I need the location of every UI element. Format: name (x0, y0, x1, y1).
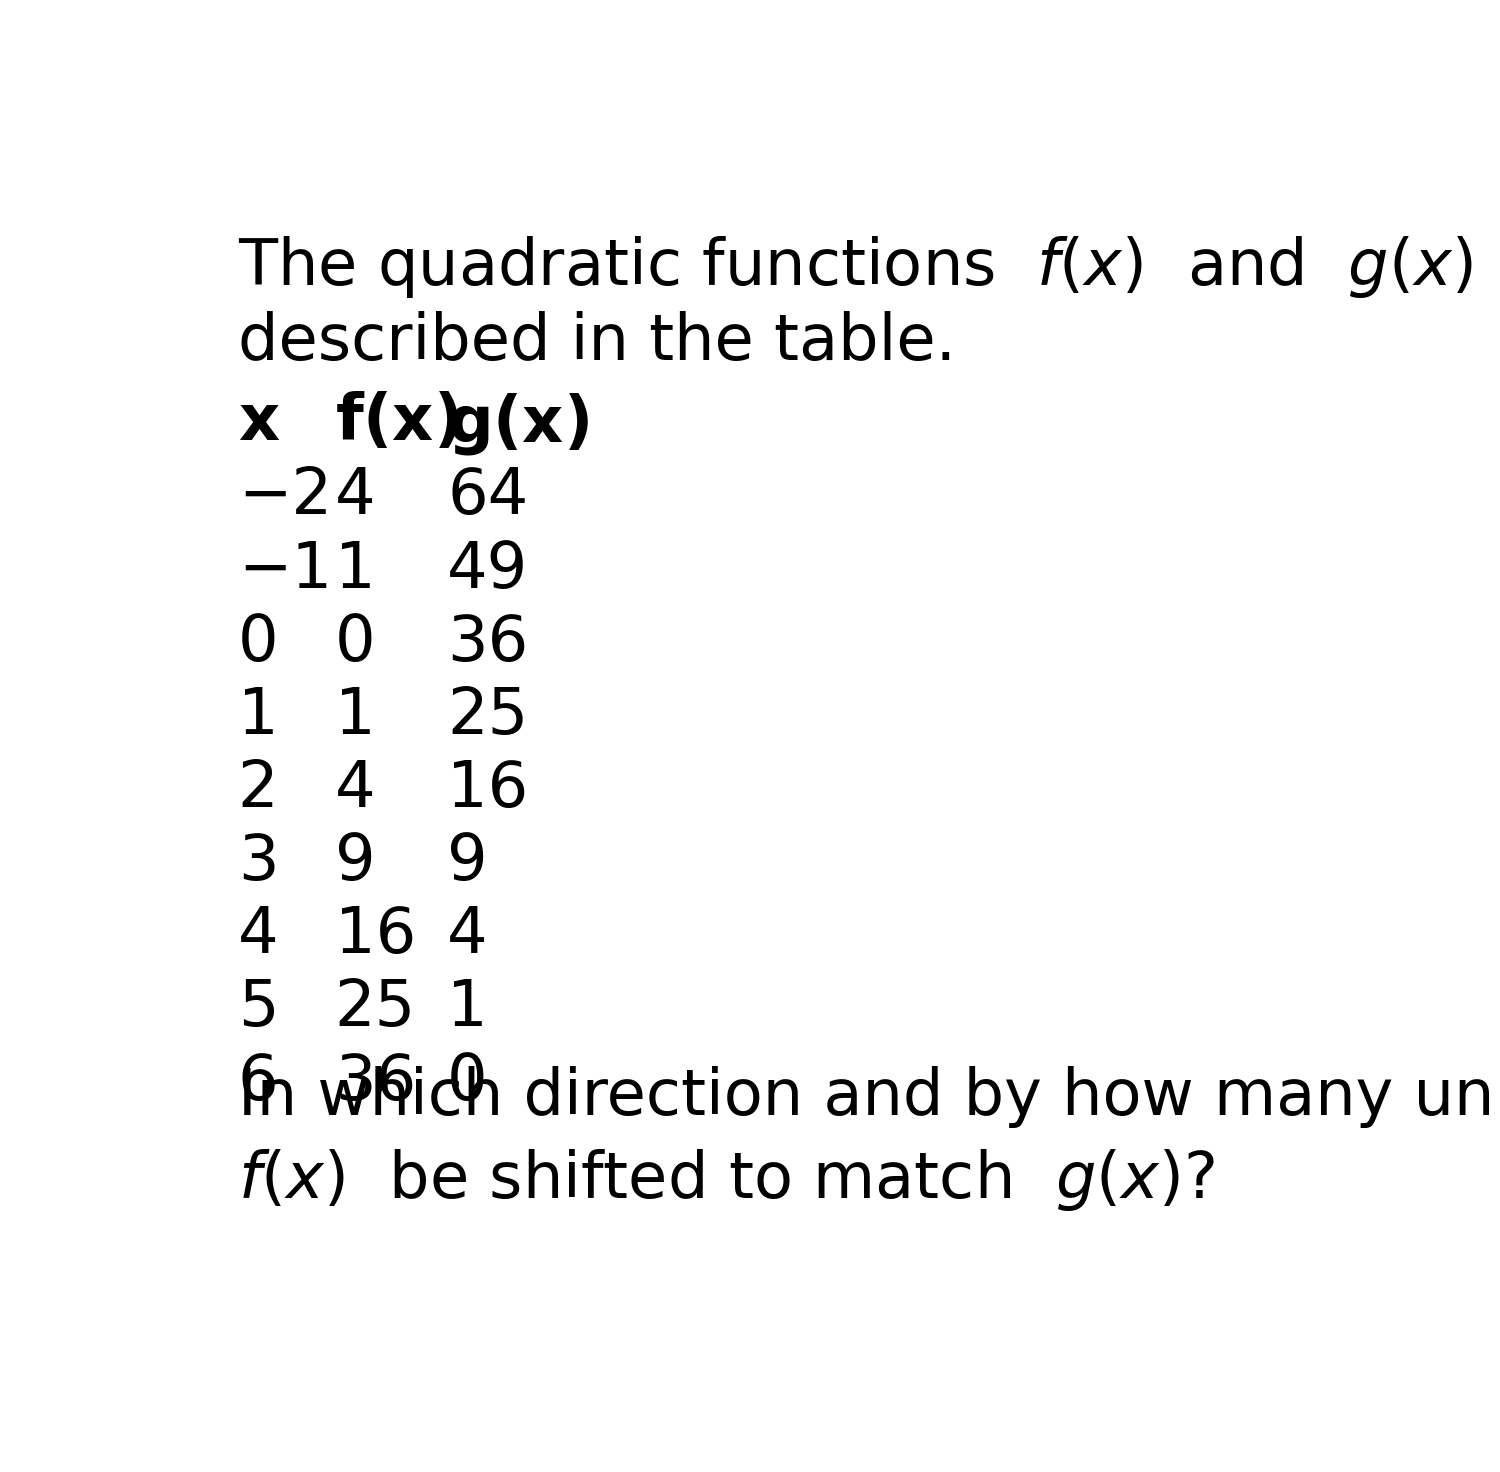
Text: The quadratic functions  $f(x)$  and  $g(x)$  are: The quadratic functions $f(x)$ and $g(x)… (238, 234, 1500, 300)
Text: $\mathbf{x}$: $\mathbf{x}$ (238, 390, 280, 453)
Text: 64: 64 (447, 465, 528, 527)
Text: 2: 2 (238, 758, 279, 820)
Text: 4: 4 (238, 904, 279, 966)
Text: 25: 25 (334, 977, 416, 1039)
Text: $f(x)$  be shifted to match  $g(x)$?: $f(x)$ be shifted to match $g(x)$? (238, 1147, 1215, 1213)
Text: 0: 0 (447, 1051, 488, 1113)
Text: 1: 1 (238, 684, 279, 746)
Text: 25: 25 (447, 684, 528, 746)
Text: 9: 9 (447, 832, 488, 894)
Text: 36: 36 (334, 1051, 416, 1113)
Text: 36: 36 (447, 612, 528, 674)
Text: 3: 3 (238, 832, 279, 894)
Text: 16: 16 (334, 904, 416, 966)
Text: 4: 4 (447, 904, 488, 966)
Text: 1: 1 (447, 977, 488, 1039)
Text: $\mathbf{g(x)}$: $\mathbf{g(x)}$ (447, 390, 590, 456)
Text: described in the table.: described in the table. (238, 312, 956, 374)
Text: 4: 4 (334, 465, 375, 527)
Text: 0: 0 (334, 612, 375, 674)
Text: −2: −2 (238, 465, 332, 527)
Text: 1: 1 (334, 539, 375, 601)
Text: 0: 0 (238, 612, 279, 674)
Text: 49: 49 (447, 539, 528, 601)
Text: 9: 9 (334, 832, 375, 894)
Text: $\mathbf{f(x)}$: $\mathbf{f(x)}$ (334, 390, 459, 453)
Text: In which direction and by how many units should: In which direction and by how many units… (238, 1066, 1500, 1128)
Text: −1: −1 (238, 539, 332, 601)
Text: 4: 4 (334, 758, 375, 820)
Text: 1: 1 (334, 684, 375, 746)
Text: 16: 16 (447, 758, 528, 820)
Text: 5: 5 (238, 977, 279, 1039)
Text: 6: 6 (238, 1051, 279, 1113)
